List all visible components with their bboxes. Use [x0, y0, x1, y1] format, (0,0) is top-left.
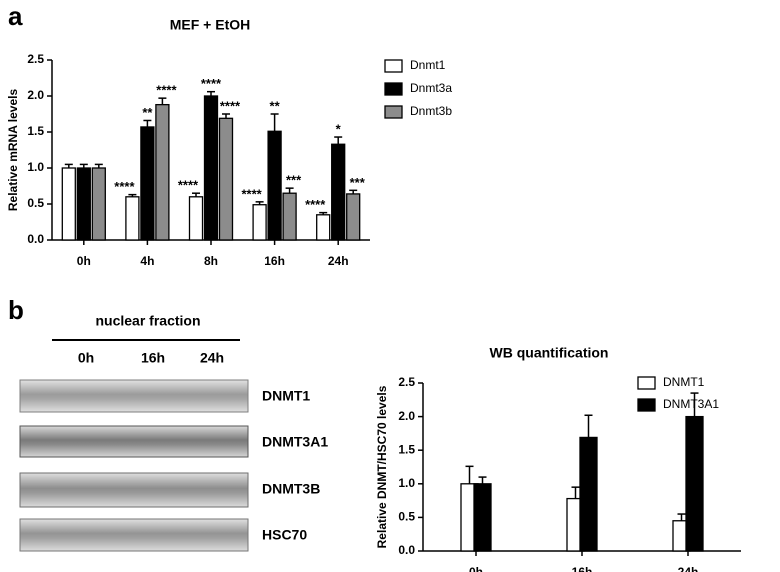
y-tick-label: 2.5 — [27, 52, 44, 66]
y-tick-label: 1.0 — [27, 160, 44, 174]
lane-label: 24h — [200, 350, 224, 366]
legend-swatch — [384, 59, 403, 73]
y-tick-label: 0.0 — [398, 543, 415, 557]
bar — [218, 117, 234, 241]
x-tick-label: 4h — [140, 254, 154, 268]
bar — [473, 483, 492, 552]
bar — [203, 95, 219, 241]
bar — [267, 130, 282, 241]
y-tick-label: 1.0 — [398, 476, 415, 490]
bar — [155, 103, 170, 241]
bar — [346, 193, 361, 241]
y-tick-label: 2.0 — [398, 409, 415, 423]
y-axis-label: Relative DNMT/HSC70 levels — [375, 385, 389, 548]
lane-label: 0h — [78, 350, 94, 366]
significance: ** — [270, 98, 281, 113]
x-tick-label: 16h — [264, 254, 285, 268]
y-tick-label: 1.5 — [398, 442, 415, 456]
x-tick-label: 24h — [328, 254, 349, 268]
y-tick-label: 0.0 — [27, 232, 44, 246]
legend-label: DNMT3A1 — [663, 397, 719, 411]
legend-label: DNMT1 — [663, 375, 705, 389]
band-label: DNMT1 — [262, 388, 310, 404]
bar — [252, 204, 267, 241]
panel-label: b — [8, 295, 24, 325]
bar — [579, 436, 598, 552]
x-tick-label: 24h — [678, 565, 699, 572]
significance: **** — [220, 98, 241, 113]
chart-title: MEF + EtOH — [170, 17, 251, 33]
significance: *** — [286, 173, 302, 188]
band-label: DNMT3B — [262, 481, 320, 497]
bar — [316, 214, 331, 241]
significance: **** — [305, 197, 326, 212]
blot-images — [19, 379, 249, 552]
panel-label: a — [8, 1, 23, 31]
bar — [331, 143, 346, 241]
significance: **** — [114, 179, 135, 194]
legend-swatch — [384, 105, 403, 119]
y-tick-label: 1.5 — [27, 124, 44, 138]
significance: * — [336, 121, 342, 136]
legend-label: Dnmt1 — [410, 58, 446, 72]
bar — [125, 196, 140, 241]
legend-swatch — [637, 376, 656, 390]
x-tick-label: 8h — [204, 254, 218, 268]
bar — [282, 192, 297, 241]
bar — [685, 415, 704, 552]
legend-swatch — [637, 398, 656, 412]
band-label: DNMT3A1 — [262, 434, 328, 450]
significance: **** — [241, 186, 262, 201]
y-axis-label: Relative mRNA levels — [6, 89, 20, 212]
band-label: HSC70 — [262, 527, 307, 543]
x-tick-label: 0h — [77, 254, 91, 268]
bar — [91, 167, 106, 241]
bar — [61, 167, 76, 241]
x-tick-label: 16h — [572, 565, 593, 572]
blot-title: nuclear fraction — [95, 313, 200, 329]
significance: **** — [178, 178, 199, 193]
legend-label: Dnmt3a — [410, 81, 452, 95]
y-tick-label: 2.0 — [27, 88, 44, 102]
y-tick-label: 0.5 — [398, 510, 415, 524]
legend-label: Dnmt3b — [410, 104, 452, 118]
x-tick-label: 0h — [469, 565, 483, 572]
bar — [76, 167, 91, 241]
bar — [140, 126, 155, 241]
lane-label: 16h — [141, 350, 165, 366]
y-tick-label: 0.5 — [27, 196, 44, 210]
significance: *** — [350, 175, 366, 190]
legend-swatch — [384, 82, 403, 96]
significance: ** — [142, 105, 153, 120]
y-tick-label: 2.5 — [398, 375, 415, 389]
bar — [188, 196, 204, 241]
chart-title: WB quantification — [490, 345, 609, 361]
significance: **** — [201, 76, 222, 91]
significance: **** — [156, 83, 177, 98]
